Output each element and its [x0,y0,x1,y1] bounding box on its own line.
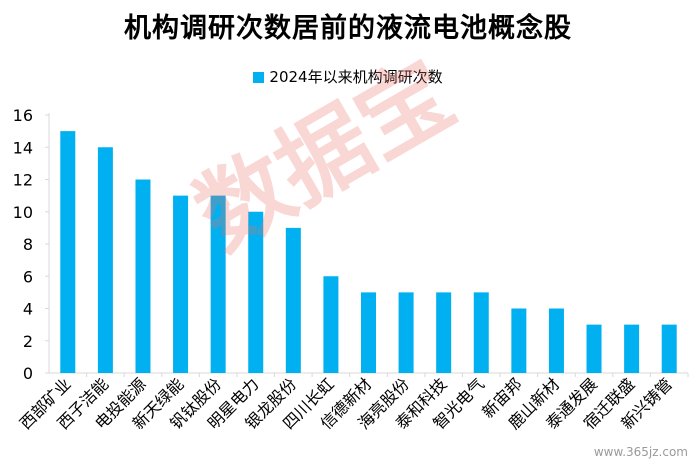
bar [135,180,150,374]
bar [173,196,188,373]
bar [511,309,526,374]
bar [436,292,451,373]
bar [474,292,489,373]
bar [98,147,113,373]
bar [248,212,263,373]
bar [60,131,75,373]
site-label: www.365jz.com [594,445,688,459]
y-tick-label: 16 [13,106,33,125]
bar [587,325,602,373]
y-tick-label: 2 [23,332,33,351]
bar [662,325,677,373]
y-tick-label: 12 [13,171,33,190]
bar [286,228,301,373]
bar [399,292,414,373]
y-tick-label: 4 [23,300,33,319]
bar [211,196,226,373]
bar [361,292,376,373]
bar [549,309,564,374]
bar [624,325,639,373]
y-tick-label: 10 [13,203,33,222]
y-tick-label: 0 [23,364,33,383]
y-tick-label: 14 [13,138,33,157]
bar [323,276,338,373]
y-tick-label: 6 [23,267,33,286]
y-tick-label: 8 [23,235,33,254]
